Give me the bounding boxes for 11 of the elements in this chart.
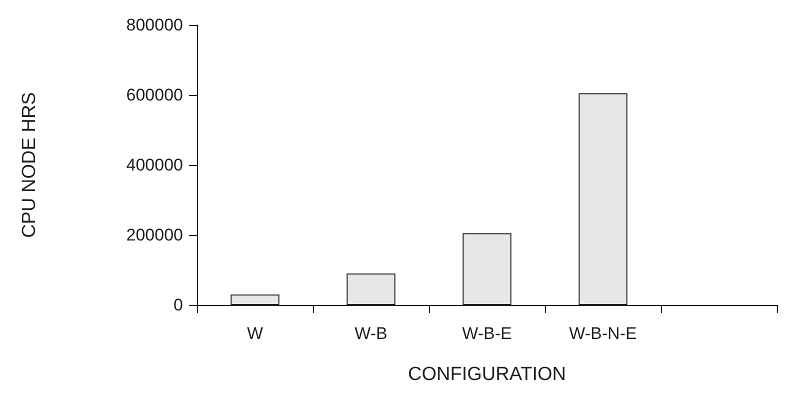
x-tick-label: W-B-N-E: [569, 324, 637, 343]
x-tick-label: W-B: [354, 324, 388, 343]
y-tick-label: 600000: [126, 86, 183, 104]
y-tick-label: 200000: [126, 226, 183, 244]
x-axis-title: CONFIGURATION: [408, 364, 566, 385]
y-tick-label: 800000: [126, 16, 183, 34]
y-tick-label: 400000: [126, 156, 183, 174]
y-axis-title: CPU NODE HRS: [19, 92, 40, 238]
x-tick-label: W: [246, 324, 264, 343]
y-tick-label: 0: [174, 296, 183, 314]
x-tick-label: W-B-E: [462, 324, 512, 343]
